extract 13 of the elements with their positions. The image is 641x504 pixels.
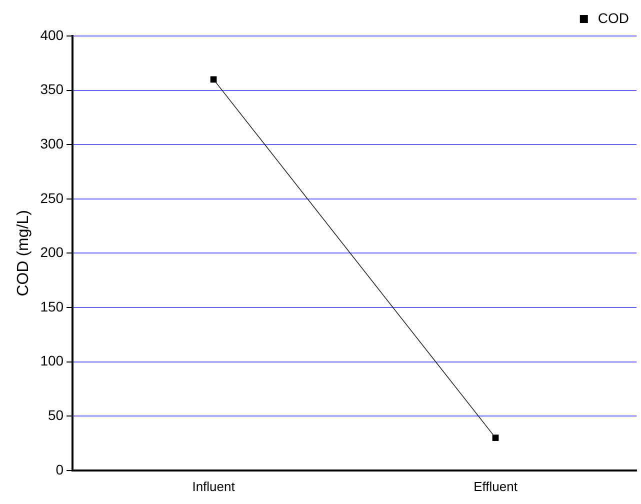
legend-label: COD (598, 10, 630, 26)
y-tick-label: 300 (40, 135, 64, 152)
y-tick-label: 150 (40, 298, 64, 314)
y-tick-label: 400 (40, 26, 64, 43)
y-tick-label: 100 (40, 352, 64, 369)
y-tick-label: 250 (40, 190, 64, 206)
y-tick-label: 350 (40, 81, 64, 98)
y-axis-title: COD (mg/L) (15, 210, 32, 296)
y-tick-label: 0 (56, 461, 64, 478)
x-tick-label: Effluent (474, 478, 518, 494)
y-tick-label: 50 (48, 406, 64, 423)
y-tick-label: 200 (40, 244, 64, 260)
x-tick-label: Influent (192, 478, 236, 494)
